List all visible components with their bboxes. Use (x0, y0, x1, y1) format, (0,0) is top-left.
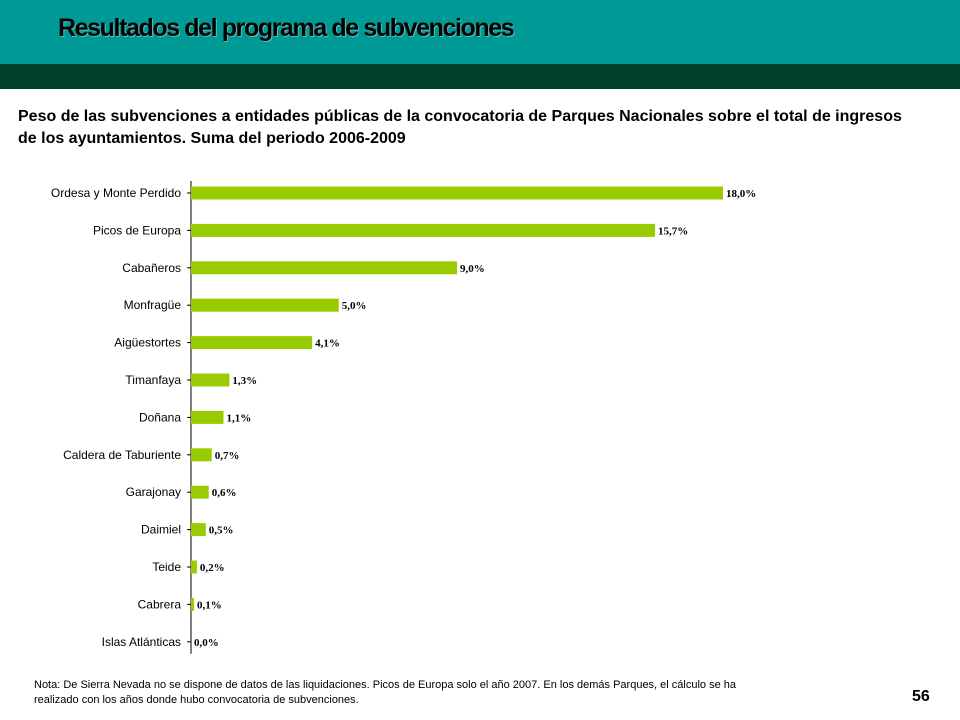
value-label: 0,0% (194, 637, 219, 649)
bar (191, 560, 197, 574)
bar (191, 448, 212, 462)
bar (191, 597, 194, 611)
bar (191, 523, 206, 537)
category-label: Doñana (139, 410, 181, 424)
value-label: 1,1% (227, 412, 252, 424)
value-label: 0,1% (197, 599, 222, 611)
bar (191, 336, 313, 350)
value-label: 0,5% (209, 525, 234, 537)
footnote: Nota: De Sierra Nevada no se dispone de … (34, 679, 736, 706)
bar (191, 223, 656, 237)
category-label: Monfragüe (124, 298, 182, 312)
value-label: 0,6% (212, 487, 237, 499)
category-label: Daimiel (141, 523, 181, 537)
bar (191, 485, 209, 499)
value-label: 15,7% (658, 225, 688, 237)
category-label: Timanfaya (125, 373, 181, 387)
bar (191, 298, 339, 312)
category-label: Cabrera (138, 597, 182, 611)
value-label: 4,1% (315, 338, 340, 350)
value-label: 0,2% (200, 562, 225, 574)
value-label: 9,0% (460, 263, 485, 275)
category-label: Picos de Europa (93, 223, 181, 237)
page-title: Resultados del programa de subvenciones (58, 14, 515, 42)
bar (191, 410, 224, 424)
category-label: Aigüestortes (114, 336, 181, 350)
value-label: 1,3% (232, 375, 257, 387)
category-label: Teide (152, 560, 181, 574)
value-label: 0,7% (215, 450, 240, 462)
chart-title: Peso de las subvenciones a entidades púb… (18, 108, 902, 147)
page-number: 56 (912, 688, 930, 705)
category-label: Islas Atlánticas (102, 635, 181, 649)
header-band (0, 0, 960, 64)
category-label: Ordesa y Monte Perdido (51, 186, 181, 200)
bar (191, 186, 723, 200)
category-label: Cabañeros (122, 261, 181, 275)
category-label: Caldera de Taburiente (63, 448, 181, 462)
category-label: Garajonay (126, 485, 181, 499)
value-label: 18,0% (726, 188, 756, 200)
bar (191, 261, 457, 275)
bar (191, 373, 230, 387)
value-label: 5,0% (342, 300, 367, 312)
header-dark-band (0, 64, 960, 89)
bars-group: Ordesa y Monte Perdido 18,0% Picos de Euro… (51, 186, 756, 649)
